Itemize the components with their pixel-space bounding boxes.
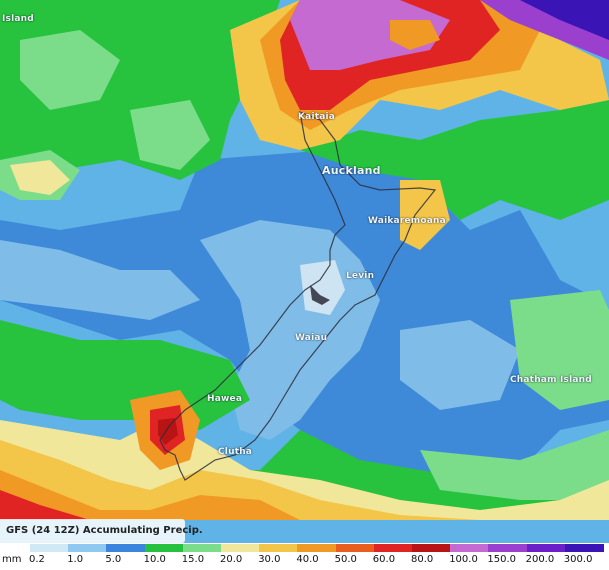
legend-swatch — [259, 544, 299, 552]
legend-swatch — [106, 544, 146, 552]
legend-tick-label: 200.0 — [525, 554, 555, 565]
label-clutha: Clutha — [218, 447, 253, 457]
legend-swatch — [526, 544, 566, 552]
legend-swatch — [68, 544, 108, 552]
legend-tick-label: 300.0 — [563, 554, 593, 565]
legend-tick-label: 15.0 — [181, 554, 205, 565]
label-auckland: Auckland — [322, 164, 381, 177]
legend-tick-label: 50.0 — [334, 554, 357, 565]
legend-swatch — [144, 544, 184, 552]
label-waiau: Waiau — [295, 333, 328, 343]
legend-tick-label: 60.0 — [372, 554, 396, 565]
legend-unit: mm — [2, 554, 22, 565]
label-hawea: Hawea — [207, 394, 243, 404]
legend-swatch — [221, 544, 260, 552]
legend-tick-label: 100.0 — [449, 554, 478, 565]
legend-tick-label: 10.0 — [143, 554, 166, 565]
legend-swatch — [30, 544, 69, 552]
legend-tick-label: 0.2 — [29, 554, 45, 565]
legend-swatch — [297, 544, 337, 552]
legend-tick-label: 30.0 — [258, 554, 281, 565]
label-waikaremoana: Waikaremoana — [368, 216, 446, 226]
legend-swatch — [373, 544, 413, 552]
legend-swatch — [564, 544, 604, 552]
label-kaitaia: Kaitaia — [298, 112, 336, 122]
legend-tick-label: 80.0 — [411, 554, 434, 565]
legend-tick-label: 1.0 — [67, 554, 84, 565]
legend-title: GFS (24 12Z) Accumulating Precip. — [6, 525, 203, 536]
legend-tick-label: 40.0 — [296, 554, 319, 565]
legend-swatch — [335, 544, 375, 552]
legend-tick-label: 20.0 — [220, 554, 243, 565]
legend-tick-label: 150.0 — [487, 554, 517, 565]
legend-swatch — [450, 544, 490, 552]
label-levin: Levin — [346, 271, 375, 281]
legend-swatch — [488, 544, 528, 552]
legend-bar: mm 0.2 1.0 5.0 10.0 15.0 20.0 30.0 40.0 50.0 60.0… — [0, 543, 609, 570]
legend-tick-label: 5.0 — [105, 554, 122, 565]
legend-title-box: GFS (24 12Z) Accumulating Precip. — [0, 519, 203, 543]
legend-swatch — [182, 544, 222, 552]
label-chatham-island: Chatham Island — [510, 375, 592, 385]
legend-swatch — [412, 544, 451, 552]
label-island: Island — [2, 14, 34, 24]
